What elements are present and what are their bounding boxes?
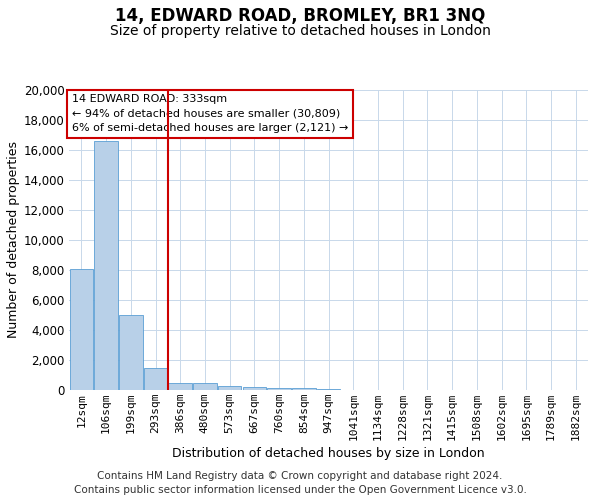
Bar [292,388,316,390]
Bar [242,387,266,390]
X-axis label: Distribution of detached houses by size in London: Distribution of detached houses by size … [172,447,485,460]
Bar [70,269,93,390]
Bar [119,315,143,390]
Bar [218,386,241,390]
Bar [94,141,118,390]
Text: 14, EDWARD ROAD, BROMLEY, BR1 3NQ: 14, EDWARD ROAD, BROMLEY, BR1 3NQ [115,8,485,26]
Y-axis label: Number of detached properties: Number of detached properties [7,142,20,338]
Bar [268,388,291,390]
Text: Size of property relative to detached houses in London: Size of property relative to detached ho… [110,24,490,38]
Text: 14 EDWARD ROAD: 333sqm
← 94% of detached houses are smaller (30,809)
6% of semi-: 14 EDWARD ROAD: 333sqm ← 94% of detached… [71,94,348,134]
Bar [317,389,340,390]
Text: Contains HM Land Registry data © Crown copyright and database right 2024.
Contai: Contains HM Land Registry data © Crown c… [74,471,526,495]
Bar [193,383,217,390]
Bar [169,383,192,390]
Bar [144,368,167,390]
